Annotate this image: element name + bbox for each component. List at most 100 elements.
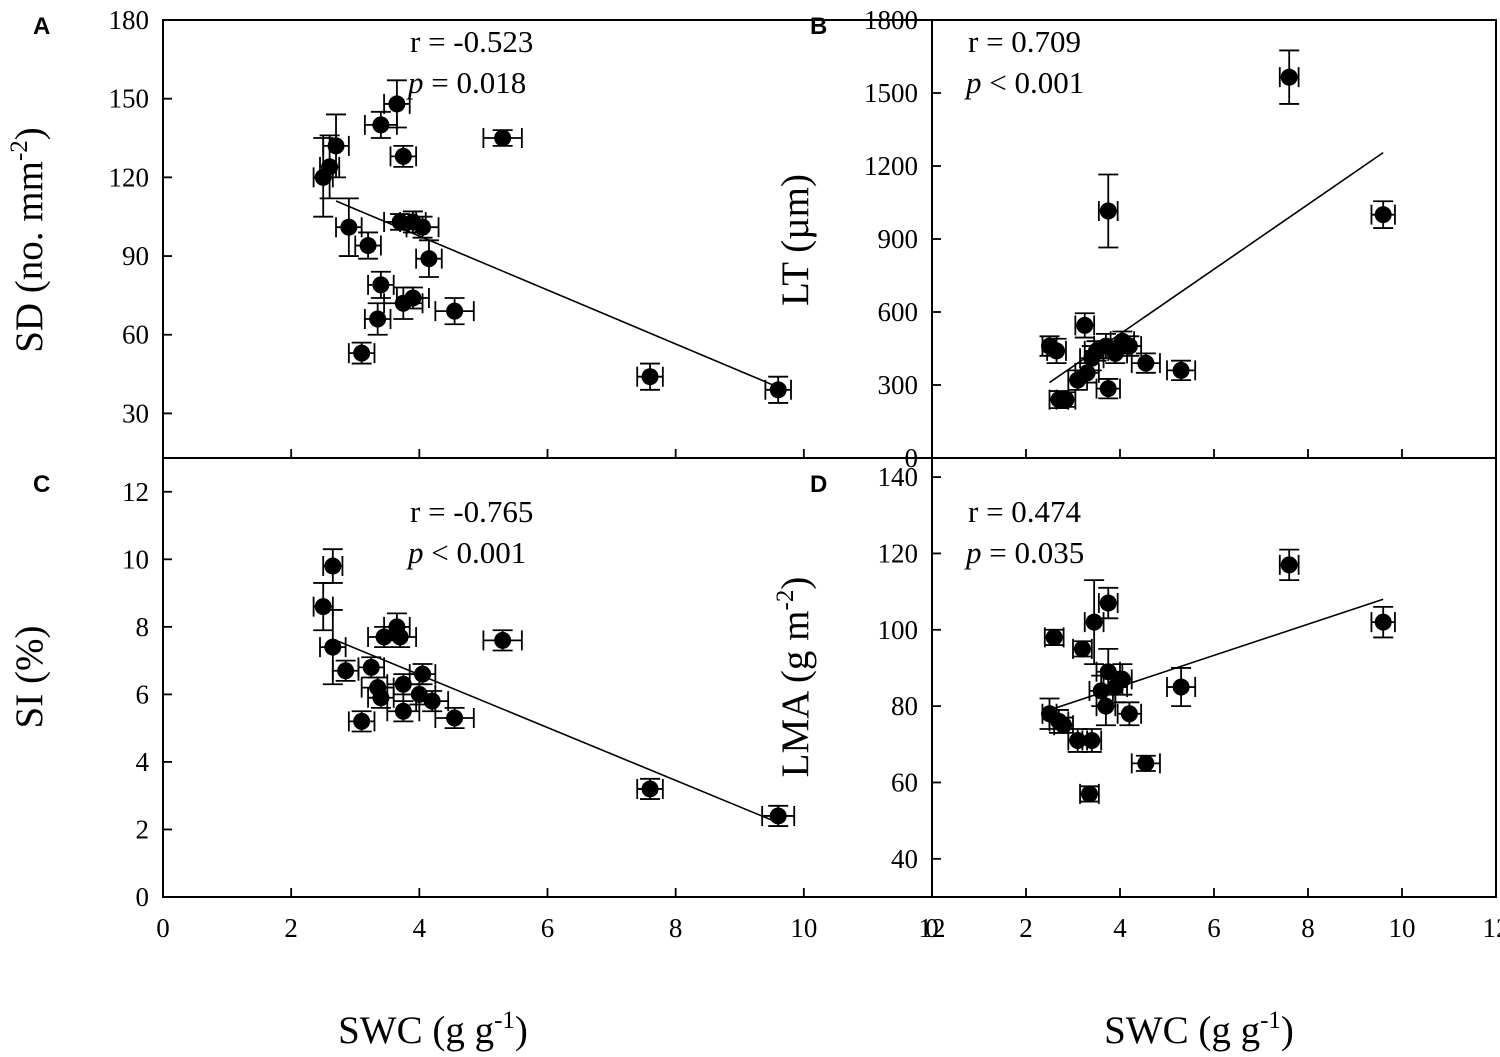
p-value-symbol: p (406, 65, 424, 100)
data-point (331, 659, 360, 682)
p-value-symbol: p (406, 535, 424, 570)
y-tick-label: 4 (136, 747, 150, 777)
data-point (1097, 586, 1119, 620)
y-axis-title-main: LT (µm) (774, 174, 817, 306)
p-value: p < 0.001 (406, 535, 526, 570)
data-marker (769, 381, 787, 399)
data-point (405, 215, 440, 239)
x-tick-label: 6 (541, 913, 555, 943)
data-marker (446, 709, 464, 727)
data-point (383, 625, 418, 649)
x-axis-title-left: SWC (g g-1) (338, 1007, 528, 1052)
y-tick-label: 2 (136, 814, 150, 844)
panel-d: D 40 60 80 100 120 140 0 2 4 6 8 10 12 LMA (g m-2) r = … (772, 457, 1500, 943)
data-point (1166, 359, 1197, 382)
data-marker (414, 218, 432, 236)
data-marker (446, 302, 464, 320)
data-point (1074, 312, 1096, 339)
data-point (367, 270, 395, 299)
data-marker (369, 310, 387, 328)
data-marker (769, 807, 787, 825)
x-tick-label: 0 (925, 913, 939, 943)
data-marker (1076, 316, 1094, 334)
data-point (1116, 335, 1143, 357)
y-axis-title-main: LMA (g m (774, 610, 817, 777)
data-marker (1080, 785, 1098, 803)
data-marker (388, 95, 406, 113)
data-point (1112, 663, 1133, 696)
data-marker (1374, 206, 1392, 224)
x-tick-label: 4 (1113, 913, 1127, 943)
data-marker (362, 658, 380, 676)
data-point (347, 710, 376, 733)
data-point (347, 341, 376, 365)
y-tick-label: 900 (878, 224, 919, 254)
x-tick-label: 12 (1483, 913, 1500, 943)
data-point (335, 197, 363, 257)
data-marker (1113, 670, 1131, 688)
x-tick-label: 8 (1301, 913, 1315, 943)
data-point (1116, 701, 1143, 727)
data-point (482, 629, 523, 652)
y-tick-label: 10 (122, 544, 149, 574)
data-point (415, 239, 443, 278)
data-point (1166, 667, 1197, 708)
correlation-r: r = 0.474 (968, 494, 1082, 529)
data-point (367, 686, 395, 709)
x-tick-label: 2 (1019, 913, 1033, 943)
regression-line (335, 639, 779, 824)
data-marker (1172, 361, 1190, 379)
data-point (1095, 378, 1121, 400)
data-point (1370, 605, 1396, 639)
data-point (761, 804, 796, 827)
data-point (1130, 753, 1161, 774)
data-marker (353, 712, 371, 730)
data-marker (359, 237, 377, 255)
data-marker (1085, 613, 1103, 631)
data-marker (420, 250, 438, 268)
data-point (1053, 715, 1074, 736)
y-tick-label: 300 (878, 370, 919, 400)
y-tick-label: 12 (122, 477, 149, 507)
data-point (389, 144, 418, 168)
x-tick-label: 10 (1389, 913, 1416, 943)
data-marker (321, 158, 339, 176)
data-point (482, 128, 523, 149)
data-marker (372, 689, 390, 707)
data-marker (1374, 613, 1392, 631)
data-marker (1078, 364, 1096, 382)
data-marker (327, 137, 345, 155)
y-tick-label: 60 (122, 320, 149, 350)
data-marker (1280, 68, 1298, 86)
data-marker (394, 147, 412, 165)
data-point (408, 663, 437, 686)
data-point (396, 286, 430, 310)
correlation-r: r = -0.765 (410, 494, 533, 529)
data-point (383, 79, 411, 129)
data-marker (1055, 716, 1073, 734)
data-point (1072, 638, 1093, 659)
p-value-text: < 0.001 (982, 65, 1085, 100)
p-value-text: = 0.035 (982, 535, 1085, 570)
y-tick-label: 150 (109, 84, 150, 114)
data-point (434, 706, 475, 730)
y-axis-title: SD (no. mm-2) (6, 127, 51, 353)
data-point (1278, 49, 1300, 105)
data-marker (372, 116, 390, 134)
y-axis-title-close: ) (8, 127, 51, 140)
data-point (354, 231, 382, 260)
data-marker (1137, 754, 1155, 772)
data-marker (404, 289, 422, 307)
data-marker (414, 665, 432, 683)
correlation-r: r = -0.523 (410, 24, 533, 59)
data-marker (641, 780, 659, 798)
data-marker (494, 631, 512, 649)
y-tick-label: 1500 (864, 78, 918, 108)
data-point (1130, 352, 1161, 374)
data-marker (1120, 337, 1138, 355)
data-marker (1137, 354, 1155, 372)
x-axis-title-right: SWC (g g-1) (1104, 1007, 1294, 1052)
data-point (636, 777, 664, 800)
